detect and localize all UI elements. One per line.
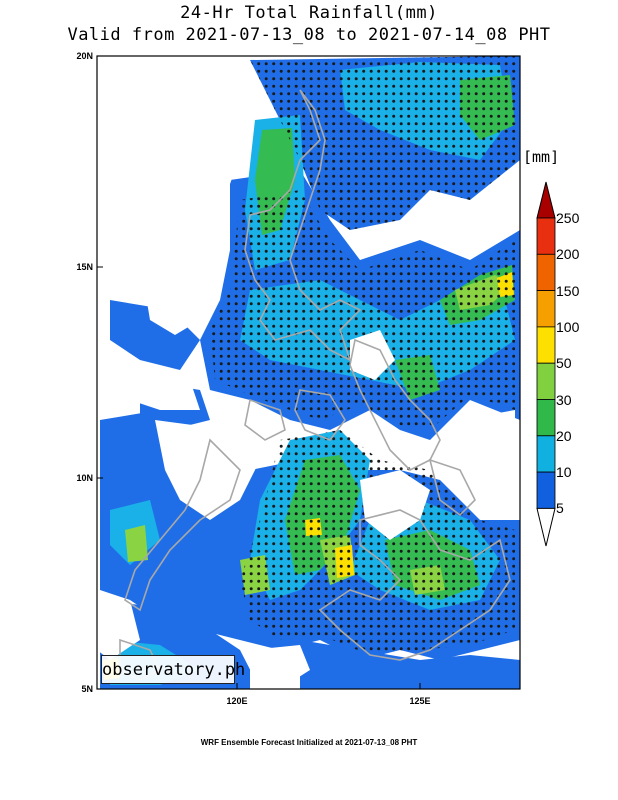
lat-label-10n: 10N bbox=[76, 473, 93, 483]
colorbar-label-200: 200 bbox=[556, 246, 580, 262]
lat-label-5n: 5N bbox=[81, 684, 93, 694]
coastlines bbox=[119, 89, 511, 681]
lon-label-120e: 120E bbox=[226, 696, 247, 706]
colorbar-segment-10 bbox=[536, 435, 556, 473]
colorbar-segment-100 bbox=[536, 290, 556, 328]
dry-areas bbox=[97, 56, 515, 689]
colorbar bbox=[536, 181, 556, 547]
colorbar-bottom-arrow bbox=[536, 507, 556, 547]
probability-stipple bbox=[210, 56, 520, 655]
colorbar-label-10: 10 bbox=[556, 464, 572, 480]
colorbar-segment-5 bbox=[536, 471, 556, 509]
colorbar-segment-150 bbox=[536, 253, 556, 292]
colorbar-segment-50 bbox=[536, 326, 556, 364]
colorbar-label-50: 50 bbox=[556, 355, 572, 371]
map-title: 24-Hr Total Rainfall(mm) bbox=[180, 3, 438, 23]
lat-label-15n: 15N bbox=[76, 262, 93, 272]
lon-label-125e: 125E bbox=[409, 696, 430, 706]
lon-tick-labels: 120E 125E bbox=[226, 696, 430, 706]
axis-ticks bbox=[97, 55, 421, 690]
plot-frame bbox=[96, 55, 521, 690]
colorbar-label-250: 250 bbox=[556, 210, 580, 226]
colorbar-segment-200 bbox=[536, 217, 556, 255]
valid-period: Valid from 2021-07-13_08 to 2021-07-14_0… bbox=[67, 25, 551, 45]
colorbar-segment-20 bbox=[536, 399, 556, 437]
footer-note: WRF Ensemble Forecast Initialized at 202… bbox=[200, 738, 418, 747]
colorbar-label-20: 20 bbox=[556, 428, 572, 444]
lat-tick-labels: 20N 15N 10N 5N bbox=[76, 51, 93, 694]
colorbar-label-100: 100 bbox=[556, 319, 580, 335]
colorbar-segment-30 bbox=[536, 362, 556, 400]
rainfall-field bbox=[97, 56, 520, 689]
watermark-logo: observatory.ph bbox=[101, 655, 245, 684]
colorbar-label-30: 30 bbox=[556, 392, 572, 408]
colorbar-label-5: 5 bbox=[556, 500, 564, 516]
colorbar-label-150: 150 bbox=[556, 283, 580, 299]
lat-label-20n: 20N bbox=[76, 51, 93, 61]
colorbar-unit: [mm] bbox=[523, 148, 560, 166]
colorbar-top-arrow bbox=[536, 181, 556, 219]
